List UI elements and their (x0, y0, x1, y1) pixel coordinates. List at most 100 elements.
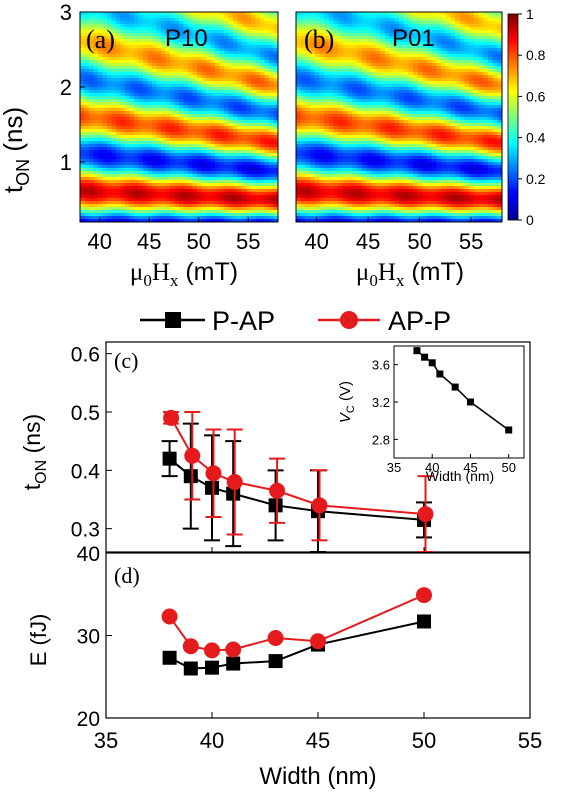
heatmap-cell (210, 219, 216, 222)
heatmap-cell (399, 129, 405, 133)
heatmap-cell (487, 66, 494, 70)
heatmap-cell (188, 189, 194, 193)
heatmap-cell (459, 102, 466, 106)
heatmap-cell (111, 159, 117, 163)
heatmap-cell (233, 39, 239, 43)
heatmap-cell (93, 210, 99, 214)
heatmap-cell (147, 39, 153, 43)
heatmap-cell (98, 189, 104, 193)
heatmap-cell (464, 93, 470, 97)
heatmap-cell (98, 198, 104, 202)
heatmap-cell (427, 27, 433, 31)
heatmap-cell (107, 183, 113, 187)
heatmap-cell (165, 120, 171, 124)
heatmap-cell (134, 45, 140, 49)
heatmap-cell (165, 147, 171, 151)
heatmap-cell (478, 87, 484, 91)
heatmap-cell (125, 45, 131, 49)
heatmap-cell (156, 63, 162, 67)
heatmap-cell (215, 126, 221, 130)
heatmap-cell (314, 135, 321, 139)
heatmap-cell (408, 132, 414, 136)
heatmap-cell (492, 30, 498, 34)
heatmap-cell (497, 63, 502, 67)
heatmap-cell (89, 186, 95, 190)
heatmap-cell (237, 75, 243, 79)
heatmap-cell (422, 30, 428, 34)
heatmap-cell (296, 93, 302, 97)
heatmap-cell (165, 168, 171, 172)
heatmap-cell (102, 192, 108, 196)
heatmap-cell (413, 48, 419, 52)
heatmap-cell (102, 87, 108, 91)
heatmap-cell (455, 30, 461, 34)
heatmap-cell (224, 150, 230, 154)
heatmap-cell (352, 48, 358, 52)
heatmap-cell (473, 15, 480, 19)
heatmap-cell (273, 42, 278, 46)
heatmap-cell (233, 123, 239, 127)
heatmap-cell (384, 30, 391, 34)
heatmap-cell (300, 69, 306, 73)
heatmap-cell (219, 99, 225, 103)
heatmap-cell (255, 207, 261, 211)
heatmap-cell (170, 105, 176, 109)
heatmap-cell (366, 12, 372, 16)
heatmap-cell (427, 138, 433, 142)
heatmap-cell (183, 108, 189, 112)
heatmap-cell (188, 93, 194, 97)
heatmap-cell (370, 63, 377, 67)
heatmap-cell (89, 135, 95, 139)
heatmap-cell (210, 126, 216, 130)
heatmap-cell (492, 99, 498, 103)
heatmap-cell (129, 156, 135, 160)
heatmap-cell (450, 114, 456, 118)
heatmap-cell (255, 93, 261, 97)
heatmap-cell (478, 51, 484, 55)
heatmap-cell (98, 93, 104, 97)
heatmap-cell (389, 135, 395, 139)
heatmap-cell (174, 33, 180, 37)
heatmap-cell (384, 129, 391, 133)
heatmap-cell (255, 144, 261, 148)
heatmap-cell (188, 114, 194, 118)
heatmap-cell (389, 117, 395, 121)
heatmap-cell (380, 72, 386, 76)
heatmap-cell (80, 57, 86, 61)
heatmap-cell (246, 153, 252, 157)
heatmap-cell (255, 171, 261, 175)
heatmap-cell (228, 135, 234, 139)
heatmap-cell (273, 195, 278, 199)
heatmap-cell (237, 198, 243, 202)
heatmap-cell (251, 63, 257, 67)
heatmap-cell (338, 135, 344, 139)
heatmap-cell (255, 12, 261, 16)
heatmap-cell (455, 129, 461, 133)
heatmap-cell (487, 27, 494, 31)
heatmap-cell (251, 90, 257, 94)
heatmap-cell (233, 78, 239, 82)
heatmap-cell (152, 93, 158, 97)
heatmap-cell (206, 219, 212, 222)
heatmap-cell (487, 63, 494, 67)
heatmap-cell (497, 42, 502, 46)
heatmap-cell (487, 87, 494, 91)
heatmap-cell (228, 51, 234, 55)
heatmap-cell (242, 195, 248, 199)
heatmap-cell (134, 114, 140, 118)
heatmap-cell (233, 204, 239, 208)
heatmap-cell (314, 117, 321, 121)
heatmap-cell (201, 177, 207, 181)
heatmap-cell (417, 21, 424, 25)
heatmap-cell (342, 72, 349, 76)
heatmap-cell (188, 108, 194, 112)
heatmap-cell (147, 84, 153, 88)
heatmap-cell (120, 45, 126, 49)
heatmap-cell (147, 33, 153, 37)
heatmap-cell (459, 93, 466, 97)
heatmap-cell (80, 159, 86, 163)
heatmap-cell (255, 177, 261, 181)
panel-label-a: (a) (86, 25, 115, 54)
heatmap-cell (445, 96, 452, 100)
heatmap-cell (413, 108, 419, 112)
